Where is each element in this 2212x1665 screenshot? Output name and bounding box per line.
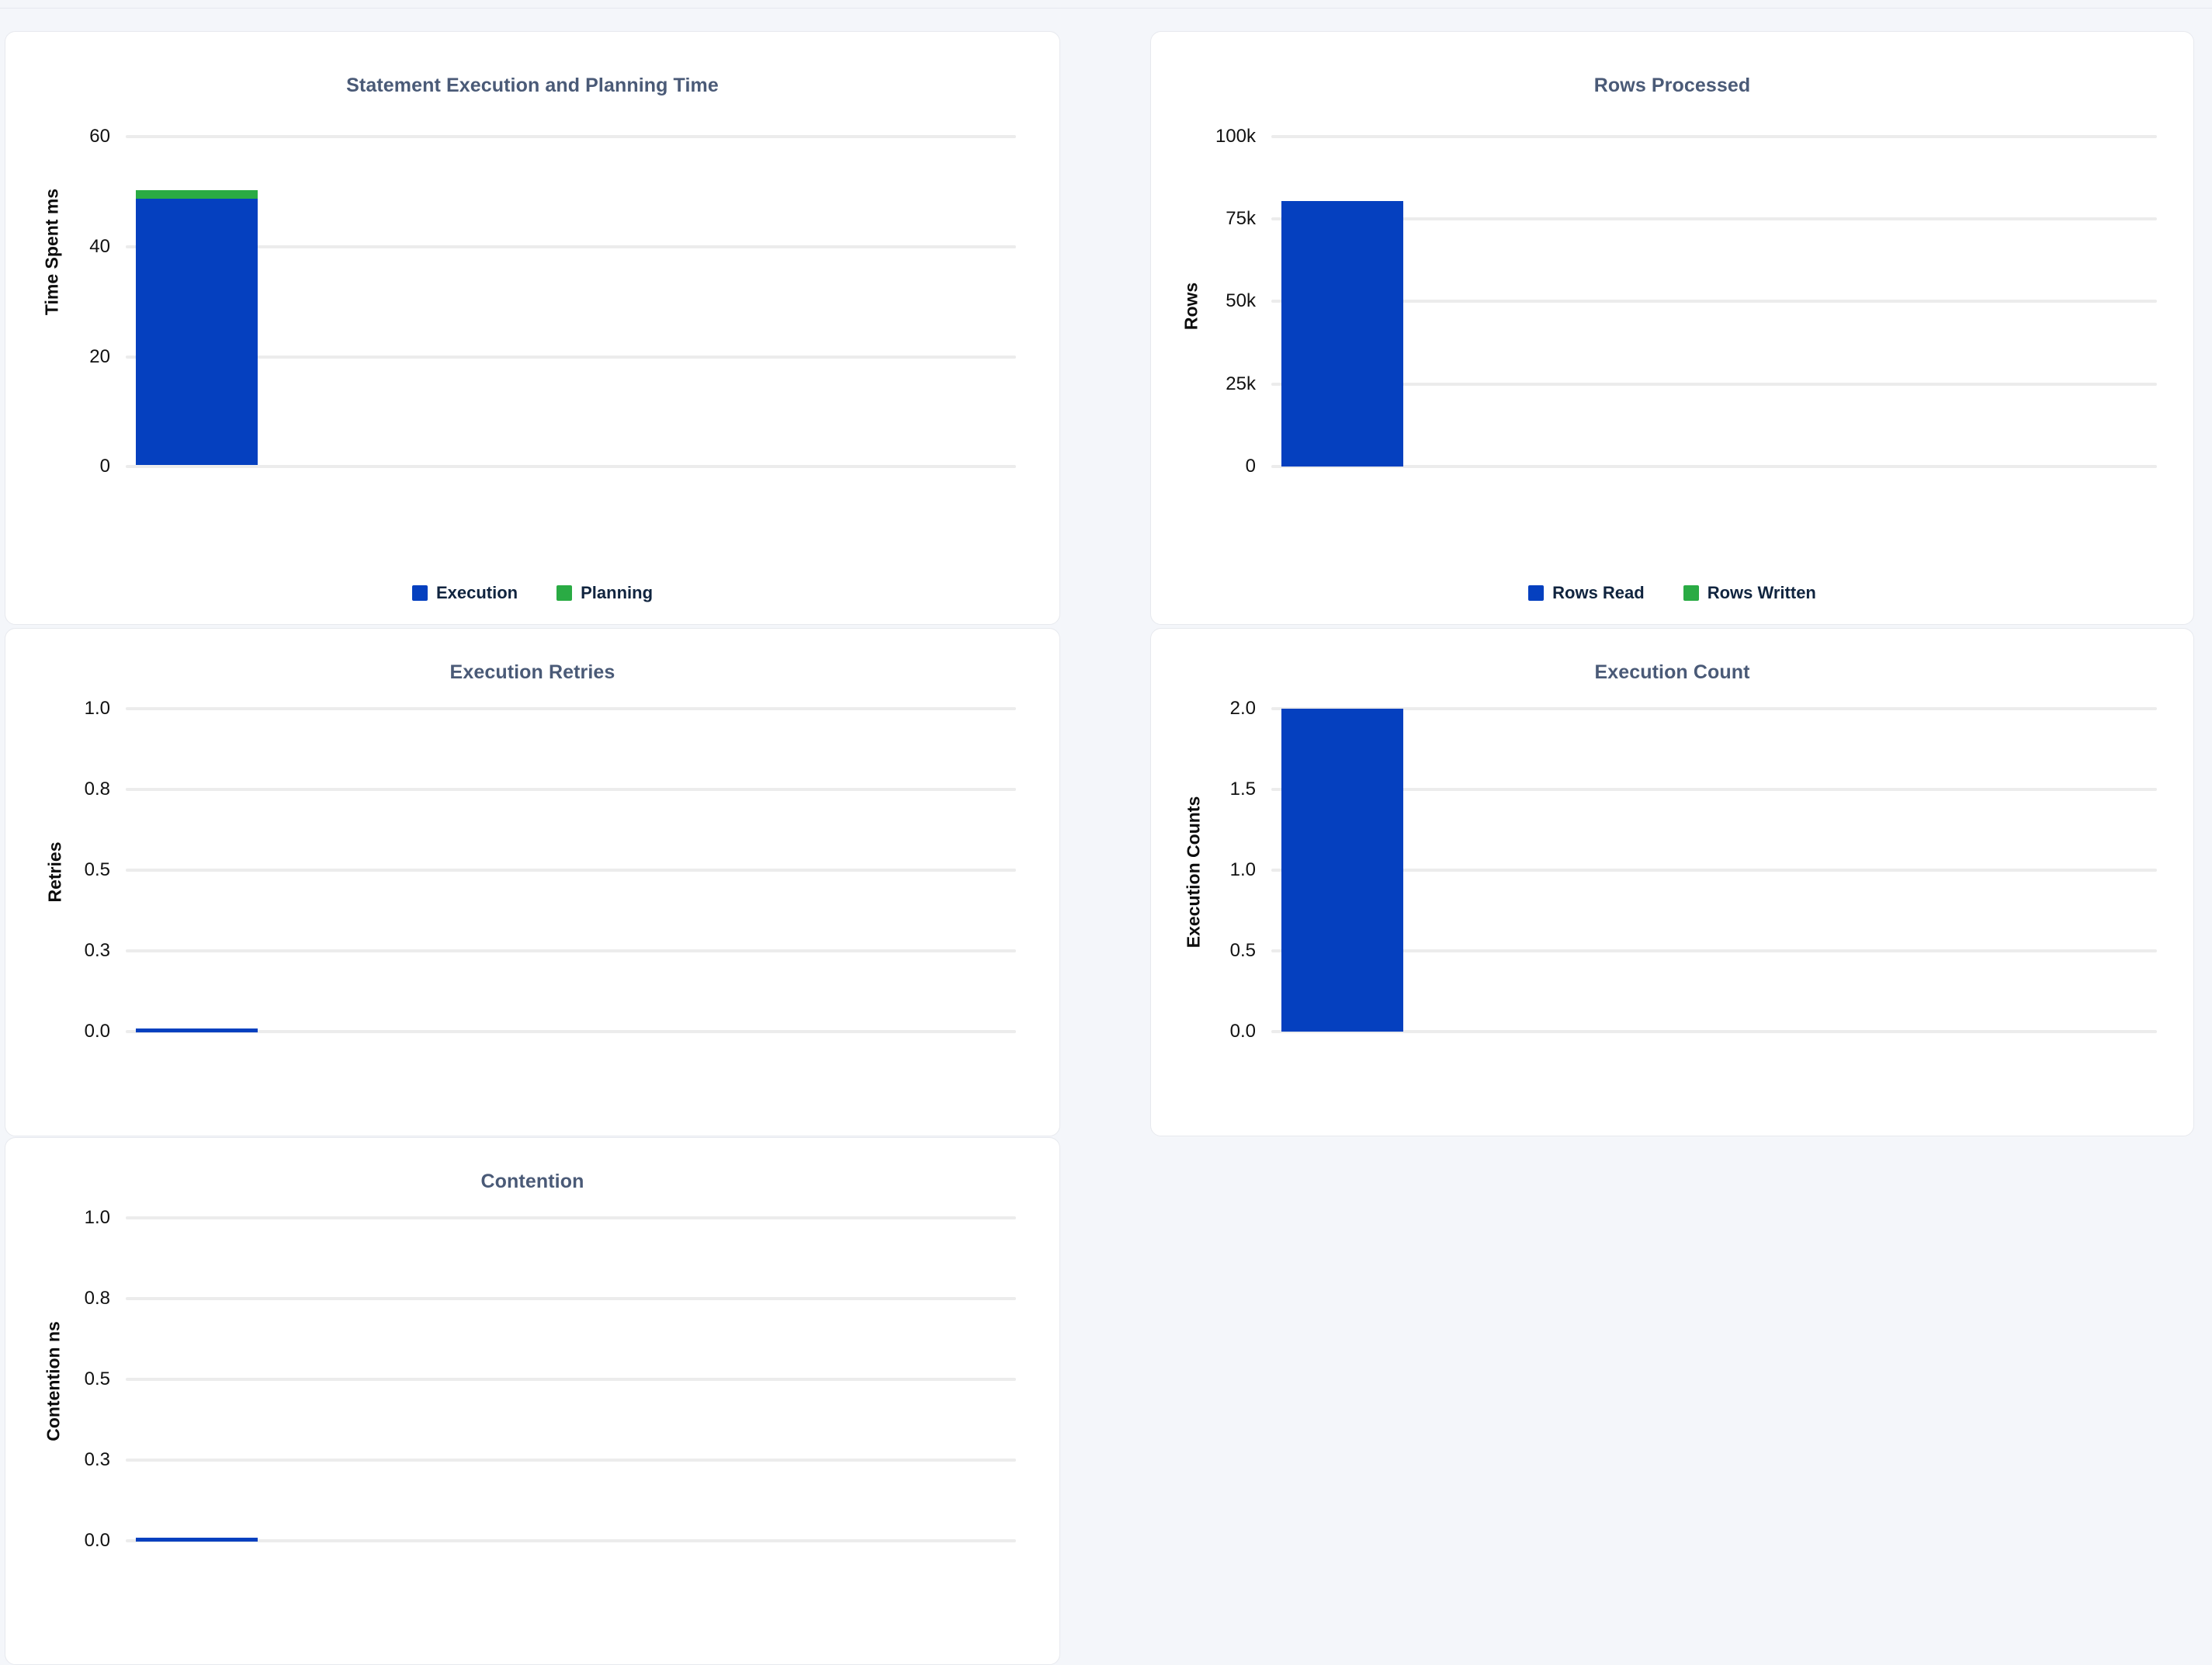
y-tick-label: 2.0 <box>1229 698 1256 719</box>
stacked-bar[interactable] <box>136 190 258 465</box>
gridline <box>126 707 1016 710</box>
bar-segment-execution[interactable] <box>136 199 258 465</box>
y-tick-label: 1.0 <box>84 1207 110 1228</box>
stacked-bar[interactable] <box>1281 201 1403 467</box>
gridline <box>1271 383 2157 386</box>
legend-swatch-icon <box>1528 585 1545 601</box>
gridline <box>1271 707 2157 710</box>
gridline <box>126 1297 1016 1300</box>
y-tick-label: 75k <box>1226 208 1256 229</box>
legend-label: Planning <box>581 583 654 602</box>
y-tick-label: 1.0 <box>84 698 110 719</box>
zero-value-bar[interactable] <box>136 1028 258 1032</box>
gridline <box>1271 949 2157 952</box>
bar[interactable] <box>1281 709 1403 1032</box>
chart-title: Rows Processed <box>1593 75 1751 96</box>
y-tick-label: 25k <box>1226 373 1256 394</box>
legend-label: Rows Written <box>1707 583 1816 602</box>
gridline <box>126 788 1016 791</box>
legend-swatch-icon <box>556 585 573 601</box>
legend-label: Rows Read <box>1552 583 1645 602</box>
bar-segment-rows-read[interactable] <box>1281 201 1403 467</box>
y-tick-label: 0.0 <box>84 1021 110 1042</box>
chart-title: Statement Execution and Planning Time <box>346 75 719 96</box>
y-tick-label: 1.0 <box>1229 859 1256 880</box>
gridline <box>126 465 1016 468</box>
gridline <box>126 245 1016 248</box>
legend-item-execution[interactable]: Execution <box>411 583 518 603</box>
legend-item-planning[interactable]: Planning <box>556 583 653 603</box>
y-tick-label: 0 <box>99 456 110 477</box>
chart-card-rows-processed: Rows Processed Rows 100k 75k 50k 25k 0 R… <box>1150 31 2194 625</box>
gridline <box>126 1216 1016 1219</box>
gridline <box>126 1539 1016 1542</box>
top-divider <box>0 8 2212 9</box>
chart-title: Contention <box>480 1171 584 1192</box>
gridline <box>126 1030 1016 1033</box>
chart-title: Execution Retries <box>449 661 615 683</box>
gridline <box>126 949 1016 952</box>
chart-title: Execution Count <box>1594 661 1750 683</box>
gridline <box>1271 217 2157 220</box>
y-tick-label: 0.3 <box>84 1449 110 1470</box>
y-tick-label: 1.5 <box>1229 779 1256 800</box>
chart-card-execution-retries: Execution Retries Retries 1.0 0.8 0.5 0.… <box>5 628 1060 1136</box>
gridline <box>126 1378 1016 1381</box>
y-tick-label: 0.0 <box>1229 1021 1256 1042</box>
gridline <box>126 869 1016 872</box>
chart-card-contention: Contention Contention ns 1.0 0.8 0.5 0.3… <box>5 1137 1060 1665</box>
gridline <box>1271 869 2157 872</box>
gridline <box>126 356 1016 359</box>
y-tick-label: 20 <box>89 346 110 367</box>
y-tick-label: 0.3 <box>84 940 110 961</box>
legend-item-rows-read[interactable]: Rows Read <box>1528 583 1645 603</box>
gridline <box>126 135 1016 138</box>
chart-legend: Rows Read Rows Written <box>1151 583 2193 603</box>
legend-swatch-icon <box>411 585 428 601</box>
y-tick-label: 50k <box>1226 290 1256 311</box>
y-tick-label: 0.5 <box>84 859 110 880</box>
y-tick-label: 0.5 <box>84 1368 110 1389</box>
chart-card-statement-execution-and-planning-time: Statement Execution and Planning Time Ti… <box>5 31 1060 625</box>
y-tick-label: 0 <box>1245 456 1256 477</box>
y-tick-label: 60 <box>89 126 110 147</box>
gridline <box>126 1459 1016 1462</box>
legend-label: Execution <box>435 583 518 602</box>
gridline <box>1271 1030 2157 1033</box>
y-tick-label: 0.8 <box>84 779 110 800</box>
legend-item-rows-written[interactable]: Rows Written <box>1683 583 1816 603</box>
chart-card-execution-count: Execution Count Execution Counts 2.0 1.5… <box>1150 628 2194 1136</box>
gridline <box>1271 135 2157 138</box>
legend-swatch-icon <box>1683 585 1699 601</box>
y-tick-label: 40 <box>89 236 110 257</box>
chart-legend: Execution Planning <box>5 583 1059 603</box>
y-tick-label: 100k <box>1215 126 1256 147</box>
y-tick-label: 0.0 <box>84 1530 110 1551</box>
gridline <box>1271 465 2157 468</box>
y-tick-label: 0.8 <box>84 1288 110 1309</box>
gridline <box>1271 788 2157 791</box>
bar-segment-planning[interactable] <box>136 190 258 199</box>
zero-value-bar[interactable] <box>136 1538 258 1542</box>
gridline <box>1271 300 2157 303</box>
y-tick-label: 0.5 <box>1229 940 1256 961</box>
